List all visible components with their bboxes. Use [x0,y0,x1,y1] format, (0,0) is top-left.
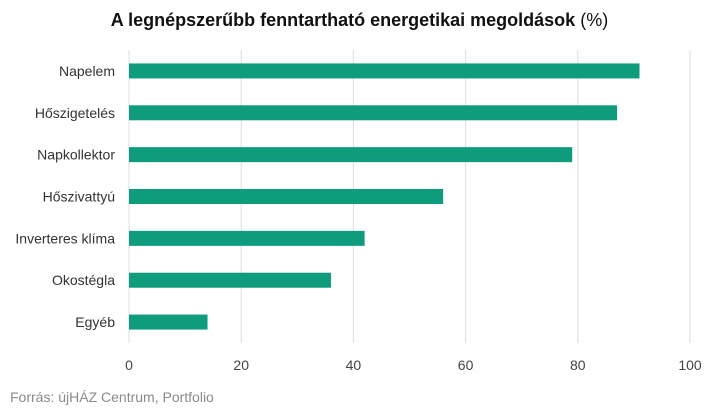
bar-1 [129,105,618,121]
bar-5 [129,272,331,288]
category-label: Hőszigetelés [35,105,115,121]
bar-0 [129,63,640,79]
category-label: Napkollektor [37,147,115,163]
x-tick-label: 60 [458,357,474,373]
x-tick-label: 40 [346,357,362,373]
bar-4 [129,230,365,246]
bars [129,63,640,330]
category-label: Napelem [59,63,115,79]
x-tick-label: 100 [678,357,702,373]
source-note: Forrás: újHÁZ Centrum, Portfolio [10,389,214,405]
x-tick-labels: 0 20 40 60 80 100 [125,357,702,373]
bar-2 [129,147,573,163]
bar-6 [129,314,208,330]
x-tick-label: 80 [570,357,586,373]
chart-title-text: A legnépszerűbb fenntartható energetikai… [110,10,576,30]
category-label: Hőszivattyú [43,189,115,205]
x-tick-label: 0 [125,357,133,373]
category-label: Inverteres klíma [15,230,115,246]
chart-title: A legnépszerűbb fenntartható energetikai… [0,10,719,31]
x-tick-label: 20 [233,357,249,373]
bar-3 [129,189,444,204]
chart-title-unit: (%) [580,10,609,30]
category-label: Okostégla [52,272,115,288]
category-labels: Napelem Hőszigetelés Napkollektor Hőszivatt… [15,63,115,330]
category-label: Egyéb [75,314,115,330]
